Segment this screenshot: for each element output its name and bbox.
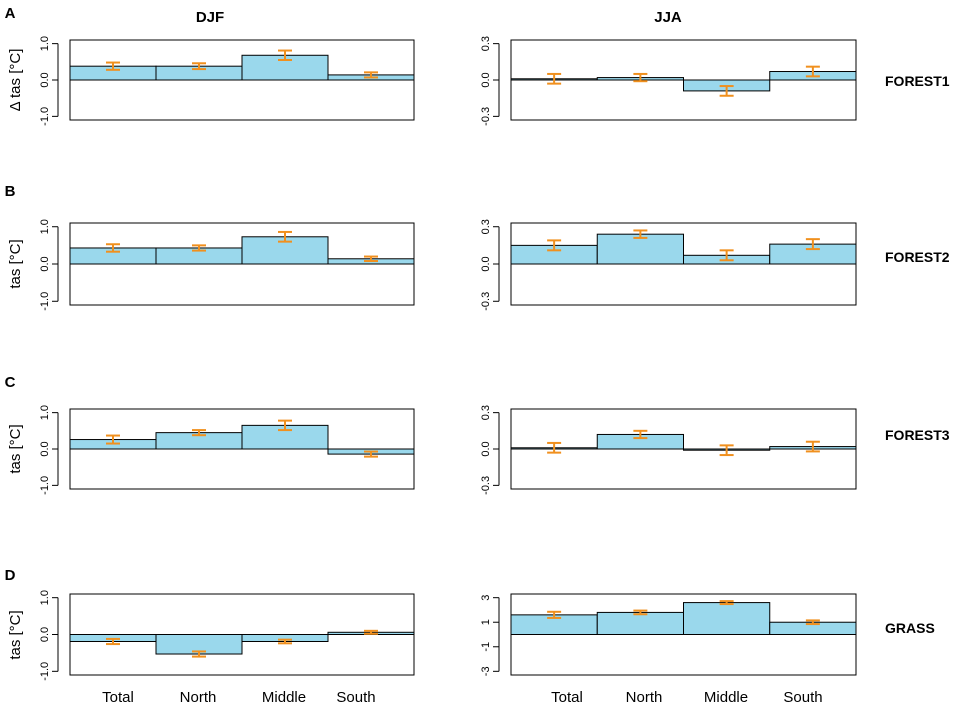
error-bar-total bbox=[547, 239, 562, 252]
error-bar-middle bbox=[719, 249, 734, 262]
bar-north bbox=[596, 233, 684, 265]
error-bar-middle bbox=[719, 85, 734, 97]
y-tick-label: -1.0 bbox=[39, 107, 51, 126]
scenario-label-grass: GRASS bbox=[885, 620, 935, 636]
scenario-label-forest1: FOREST1 bbox=[885, 73, 950, 89]
y-axis-label-c: tas [°C] bbox=[7, 424, 24, 473]
panel-forest1-djf: -1.0 0.0 1.0 bbox=[39, 36, 415, 126]
error-bar-total bbox=[106, 61, 120, 71]
y-tick-label: 1.0 bbox=[39, 219, 51, 234]
error-bar-total bbox=[547, 441, 562, 454]
error-bar-north bbox=[192, 244, 206, 252]
y-axis-label-b: tas [°C] bbox=[7, 239, 24, 288]
error-bar-south bbox=[364, 255, 378, 263]
column-title-djf: DJF bbox=[196, 9, 224, 26]
error-bar-north bbox=[633, 229, 648, 239]
panel-letter-b: B bbox=[5, 183, 16, 200]
error-bar-south bbox=[364, 71, 378, 79]
error-bar-middle bbox=[278, 419, 292, 432]
panel-forest3-djf: -1.0 0.0 1.0 bbox=[39, 405, 415, 495]
y-tick-label: 0.3 bbox=[480, 405, 492, 420]
scenario-label-forest3: FOREST3 bbox=[885, 427, 950, 443]
category-label-south-right: South bbox=[783, 689, 822, 706]
y-tick-label: 0.0 bbox=[39, 72, 51, 87]
y-tick-label: -1 bbox=[480, 642, 492, 652]
y-tick-label: -0.3 bbox=[480, 292, 492, 311]
error-bar-south bbox=[805, 440, 820, 453]
error-bar-middle bbox=[278, 230, 292, 243]
error-bar-total bbox=[547, 610, 562, 619]
panel-letter-a: A bbox=[5, 5, 16, 22]
category-label-middle-right: Middle bbox=[704, 689, 748, 706]
y-axis-label-d: tas [°C] bbox=[7, 610, 24, 659]
bar-north bbox=[596, 611, 684, 636]
panel-forest3-jja: -0.3 0.0 0.3 bbox=[480, 405, 857, 495]
y-tick-label: -1.0 bbox=[39, 292, 51, 311]
error-bar-north bbox=[633, 609, 648, 616]
error-bar-south bbox=[805, 238, 820, 251]
y-tick-label: 0.0 bbox=[480, 256, 492, 271]
panel-grass-djf: -1.0 0.0 1.0 bbox=[39, 590, 415, 681]
error-bar-middle bbox=[278, 638, 292, 645]
error-bar-south bbox=[805, 65, 820, 78]
error-bar-north bbox=[192, 62, 206, 71]
panel-forest2-djf: -1.0 0.0 1.0 bbox=[39, 219, 415, 311]
y-tick-label: 0.0 bbox=[39, 441, 51, 456]
y-tick-label: 1.0 bbox=[39, 590, 51, 605]
category-label-south-left: South bbox=[336, 689, 375, 706]
y-tick-label: -0.3 bbox=[480, 107, 492, 126]
panel-forest1-jja: -0.3 0.0 0.3 bbox=[480, 36, 857, 126]
error-bar-total bbox=[547, 72, 562, 85]
error-bar-north bbox=[192, 650, 206, 658]
y-tick-label: 0.0 bbox=[480, 441, 492, 456]
panel-letter-d: D bbox=[5, 567, 16, 584]
bar-middle bbox=[683, 602, 771, 635]
panel-forest2-jja: -0.3 0.0 0.3 bbox=[480, 219, 857, 311]
error-bar-north bbox=[192, 429, 206, 437]
error-bar-south bbox=[364, 450, 378, 458]
error-bar-north bbox=[633, 72, 648, 83]
category-label-total-right: Total bbox=[551, 689, 583, 706]
y-tick-label: 3 bbox=[480, 595, 492, 601]
y-tick-label: 0.3 bbox=[480, 219, 492, 234]
error-bar-middle bbox=[278, 49, 292, 61]
y-axis-label-a: Δ tas [°C] bbox=[7, 49, 24, 112]
column-title-jja: JJA bbox=[654, 9, 682, 26]
panel-grass-jja: -3 -1 1 3 bbox=[480, 593, 857, 676]
panel-letter-c: C bbox=[5, 374, 16, 391]
error-bar-south bbox=[805, 619, 820, 626]
category-label-total-left: Total bbox=[102, 689, 134, 706]
y-tick-label: 1.0 bbox=[39, 405, 51, 420]
error-bar-south bbox=[364, 629, 378, 635]
category-label-north-left: North bbox=[180, 689, 217, 706]
y-tick-label: 1.0 bbox=[39, 36, 51, 51]
error-bar-total bbox=[106, 637, 120, 646]
error-bar-total bbox=[106, 434, 120, 445]
category-label-middle-left: Middle bbox=[262, 689, 306, 706]
error-bar-north bbox=[633, 429, 648, 440]
y-tick-label: -1.0 bbox=[39, 476, 51, 495]
y-tick-label: 0.3 bbox=[480, 36, 492, 51]
error-bar-middle bbox=[719, 444, 734, 457]
y-tick-label: 0.0 bbox=[39, 627, 51, 642]
y-tick-label: 0.0 bbox=[39, 256, 51, 271]
scenario-label-forest2: FOREST2 bbox=[885, 249, 950, 265]
y-tick-label: -1.0 bbox=[39, 662, 51, 681]
y-tick-label: 1 bbox=[480, 619, 492, 625]
y-tick-label: -3 bbox=[480, 666, 492, 676]
y-tick-label: -0.3 bbox=[480, 476, 492, 495]
category-label-north-right: North bbox=[626, 689, 663, 706]
error-bar-total bbox=[106, 243, 120, 253]
y-tick-label: 0.0 bbox=[480, 72, 492, 87]
error-bar-middle bbox=[719, 600, 734, 606]
